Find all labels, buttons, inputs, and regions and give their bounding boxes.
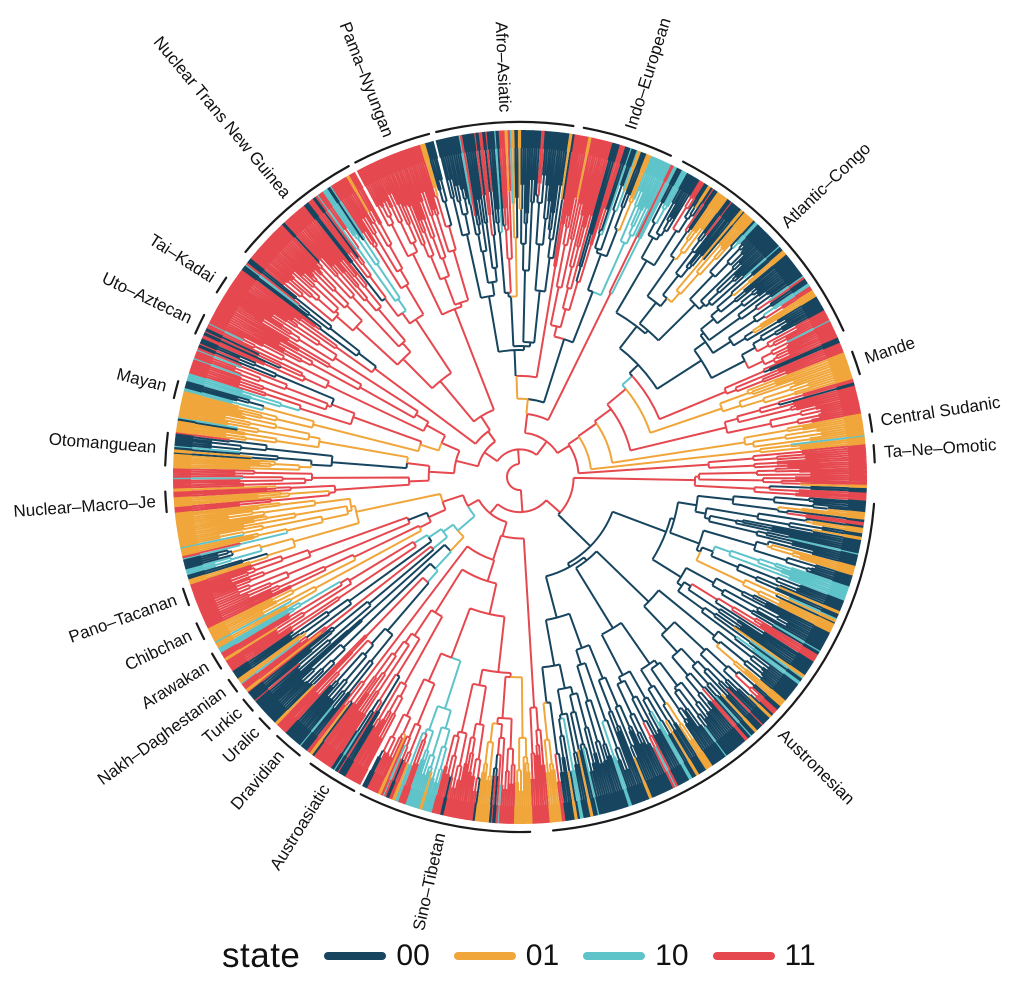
family-arc-austronesian — [552, 502, 876, 832]
state-legend: state 00 01 10 11 — [222, 936, 816, 976]
family-label-ta-ne-omotic: Ta–Ne–Omotic — [884, 435, 998, 461]
legend-swatch-01 — [453, 952, 516, 960]
family-arc-sino-tibetan — [359, 793, 532, 834]
family-arc-nakh-daghestanian — [227, 678, 239, 693]
family-label-pama-nyungan: Pama–Nyungan — [336, 19, 398, 140]
legend-item-01: 01 — [453, 939, 560, 973]
family-arc-uto-aztecan — [194, 313, 206, 335]
tip-caps-state-11 — [172, 130, 868, 824]
family-arc-atlantic-congo — [682, 160, 845, 332]
family-arc-turkic — [242, 698, 254, 712]
family-arc-arawakan — [211, 652, 223, 670]
family-arc-otomanguean — [164, 431, 169, 467]
legend-label-11: 11 — [784, 939, 816, 972]
family-arc-central-sudanic — [868, 413, 874, 433]
legend-title: state — [222, 936, 301, 975]
family-label-nuclear-macro-je: Nuclear–Macro–Je — [13, 492, 157, 521]
family-arc-nuclear-trans-new-guinea — [244, 165, 350, 253]
family-label-central-sudanic: Central Sudanic — [879, 393, 1002, 430]
family-label-nuclear-trans-new-guinea: Nuclear Trans New Guinea — [150, 33, 295, 203]
family-arc-tai-kadai — [215, 276, 228, 294]
legend-item-10: 10 — [583, 939, 689, 973]
legend-label-01: 01 — [525, 939, 560, 972]
family-label-austroasiatic: Austroasiatic — [266, 781, 334, 874]
tip-caps-state-00 — [173, 129, 867, 824]
legend-item-00: 00 — [324, 939, 430, 973]
legend-swatch-11 — [712, 952, 775, 960]
family-label-atlantic-congo: Atlantic–Congo — [778, 139, 875, 232]
family-arc-uralic — [258, 717, 271, 730]
branches-state-01 — [189, 145, 851, 809]
family-label-otomanguean: Otomanguean — [48, 429, 157, 456]
family-arc-ta-ne-omotic — [872, 444, 876, 464]
family-label-austronesian: Austronesian — [774, 725, 858, 808]
family-label-tai-kadai: Tai–Kadai — [146, 230, 219, 286]
family-label-sino-tibetan: Sino–Tibetan — [409, 831, 449, 930]
tip-caps-state-01 — [173, 130, 867, 825]
family-arc-dravidian — [276, 734, 301, 757]
family-label-afro-asiatic: Afro–Asiatic — [492, 21, 515, 113]
phylogenetic-tree-plot: Ta–Ne–Omotic Central Sudanic Mande Atlantic… — [13, 15, 1002, 930]
legend-swatch-00 — [324, 952, 387, 960]
family-label-indo-european: Indo–European — [621, 15, 674, 132]
family-arc-chibchan — [195, 622, 206, 641]
family-arc-indo-european — [582, 126, 672, 157]
family-arc-pano-tacanan — [182, 587, 190, 607]
family-label-chibchan: Chibchan — [122, 626, 195, 674]
family-arc-nuclear-macro-je — [164, 490, 168, 514]
branches-state-11 — [188, 146, 852, 808]
tip-caps-state-10 — [172, 130, 865, 824]
family-arc-mayan — [172, 380, 180, 400]
family-arc-pama-nyungan — [354, 132, 431, 164]
legend-label-00: 00 — [396, 939, 430, 972]
family-arc-afro-asiatic — [435, 120, 575, 134]
family-arc-austroasiatic — [309, 762, 356, 792]
family-label-mande: Mande — [862, 333, 917, 368]
legend-swatch-10 — [583, 952, 646, 960]
family-label-mayan: Mayan — [115, 364, 169, 395]
legend-label-10: 10 — [655, 939, 689, 972]
legend-item-11: 11 — [712, 939, 816, 973]
family-arc-mande — [851, 350, 861, 376]
family-label-uto-aztecan: Uto–Aztecan — [99, 269, 195, 328]
branches-state-00 — [189, 145, 851, 808]
